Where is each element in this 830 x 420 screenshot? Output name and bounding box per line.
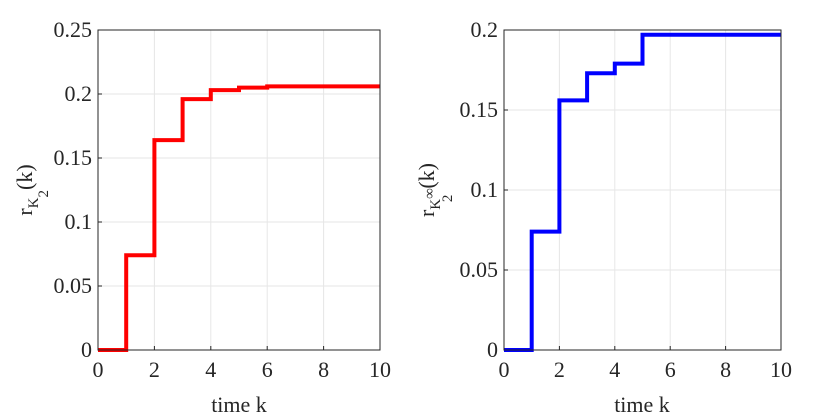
y-tick-label: 0 [487,337,498,362]
x-tick-label: 2 [149,357,160,382]
y-axis-label: rK∞ 2(k) [414,163,456,217]
step-line [504,32,781,352]
y-label-subsub: 2 [36,190,52,198]
x-tick-label: 8 [720,357,731,382]
ticks: 0 2 4 6 8 10 0 0.05 0.1 0.15 0.2 0.25 [54,17,392,382]
y-label-subsup: ∞ [422,188,438,199]
x-tick-label: 10 [369,357,391,382]
x-tick-label: 6 [665,357,676,382]
x-tick-label: 0 [93,357,104,382]
x-tick-label: 0 [499,357,510,382]
y-label-sub: K [26,197,42,208]
x-tick-label: 10 [770,357,792,382]
x-tick-label: 4 [609,357,620,382]
y-label-suffix: (k) [414,163,439,189]
y-label-base: r [12,208,37,216]
x-tick-label: 8 [318,357,329,382]
ticks: 0 2 4 6 8 10 0 0.05 0.1 0.15 0.2 [460,17,793,382]
y-tick-label: 0 [81,337,92,362]
svg-text:rK2(k): rK2(k) [12,164,52,215]
x-tick-label: 4 [205,357,216,382]
y-tick-label: 0.15 [460,97,499,122]
series [98,84,380,352]
x-tick-label: 6 [262,357,273,382]
y-label-suffix: (k) [12,164,37,190]
y-axis-label: rK2(k) [12,164,52,215]
x-tick-label: 2 [554,357,565,382]
step-line [98,84,380,352]
y-tick-label: 0.1 [471,177,499,202]
svg-text:rK∞2(k): rK∞ 2(k) [414,163,456,217]
series [504,32,781,352]
y-tick-label: 0.25 [54,17,93,42]
y-tick-label: 0.2 [65,81,93,106]
y-label-base: r [414,209,439,217]
y-tick-label: 0.15 [54,145,93,170]
y-tick-label: 0.1 [65,209,93,234]
y-tick-label: 0.05 [54,273,93,298]
x-axis-label: time k [211,392,267,417]
y-tick-label: 0.2 [471,17,499,42]
y-label-sub: K [428,199,444,210]
y-label-subsub: 2 [440,195,456,203]
x-axis-label: time k [614,392,670,417]
y-tick-label: 0.05 [460,257,499,282]
axes-box [97,29,381,351]
plot-area [98,30,380,350]
